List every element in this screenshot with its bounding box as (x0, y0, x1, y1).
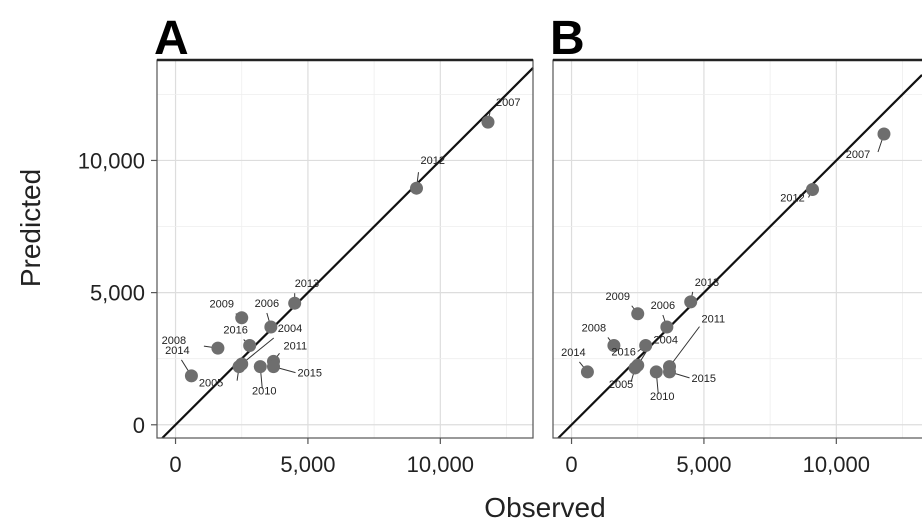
data-point-2007 (481, 115, 495, 129)
data-point-2007 (877, 127, 891, 141)
data-point-2008 (211, 341, 225, 355)
point-label-2015: 2015 (692, 373, 716, 385)
x-axis-title: Observed (484, 492, 605, 523)
point-label-2009: 2009 (605, 291, 629, 303)
panel-a-plot-area (157, 60, 533, 438)
data-point-2014 (184, 369, 198, 383)
point-label-2006: 2006 (255, 298, 279, 310)
panel-a-identity-line (161, 67, 534, 439)
point-label-2014: 2014 (561, 347, 585, 359)
y-tick-label: 0 (133, 413, 145, 438)
panel-a-points: 2004 2005 2006 2007 2008 2009 2010 2011 2012 2013… (162, 97, 521, 398)
point-label-2013: 2013 (295, 278, 319, 290)
x-tick-label: 10,000 (803, 452, 870, 477)
point-label-2016: 2016 (223, 324, 247, 336)
point-label-2004: 2004 (278, 323, 302, 335)
point-label-2008: 2008 (582, 322, 606, 334)
point-label-2015: 2015 (298, 368, 322, 380)
point-label-2011: 2011 (284, 340, 308, 352)
x-tick-label: 5,000 (280, 452, 335, 477)
panel-b-letter: B (550, 12, 585, 65)
data-point-2012 (409, 181, 423, 195)
data-point-2005 (628, 361, 642, 375)
data-point-2016 (243, 338, 257, 352)
point-label-2016: 2016 (611, 346, 635, 358)
panel-b-x-ticks: 0 5,000 10,000 (565, 438, 870, 477)
point-label-2010: 2010 (252, 386, 276, 398)
data-point-2016 (639, 338, 653, 352)
panel-a-y-ticks: 0 5,000 10,000 (78, 148, 157, 438)
panel-b-identity-line (557, 74, 922, 439)
x-tick-label: 5,000 (676, 452, 731, 477)
data-point-2006 (264, 320, 278, 334)
data-point-2010 (649, 365, 663, 379)
point-leader-2004 (241, 337, 275, 365)
panel-b-grid (553, 60, 922, 438)
point-label-2004: 2004 (653, 334, 677, 346)
point-label-2007: 2007 (496, 97, 520, 109)
data-point-2009 (631, 307, 645, 321)
point-label-2013: 2013 (695, 277, 719, 289)
point-leader-2011 (669, 326, 700, 367)
y-tick-label: 10,000 (78, 148, 145, 173)
panel-a-x-ticks: 0 5,000 10,000 (169, 438, 474, 477)
panel-b-plot-area (553, 60, 922, 438)
data-point-2005 (232, 360, 246, 374)
x-tick-label: 0 (565, 452, 577, 477)
data-point-2015 (663, 365, 677, 379)
data-point-2015 (267, 360, 281, 374)
y-tick-label: 5,000 (90, 281, 145, 306)
y-axis-title: Predicted (15, 169, 46, 287)
data-point-2006 (660, 320, 674, 334)
data-point-2012 (805, 183, 819, 197)
point-label-2010: 2010 (650, 391, 674, 403)
data-point-2009 (235, 311, 249, 325)
point-label-2011: 2011 (702, 314, 726, 326)
point-label-2009: 2009 (209, 299, 233, 311)
panel-a: A 20042005200620072008200920102011201220… (78, 12, 534, 477)
data-point-2010 (253, 360, 267, 374)
data-point-2008 (607, 338, 621, 352)
data-point-2014 (580, 365, 594, 379)
panel-b-points: 2004 2005 2006 2007 2008 2009 2010 2011 2012 2013… (561, 127, 891, 403)
data-point-2013 (684, 295, 698, 309)
panel-a-letter: A (154, 12, 189, 65)
point-label-2005: 2005 (199, 378, 223, 390)
point-label-2012: 2012 (780, 193, 804, 205)
point-label-2005: 2005 (609, 379, 633, 391)
data-point-2013 (288, 296, 302, 310)
panel-b: B 20042005200620072008200920102011201220… (550, 12, 922, 477)
point-label-2014: 2014 (165, 345, 189, 357)
point-label-2007: 2007 (846, 149, 870, 161)
point-label-2006: 2006 (651, 300, 675, 312)
x-tick-label: 10,000 (407, 452, 474, 477)
point-label-2008: 2008 (162, 335, 186, 347)
point-label-2012: 2012 (420, 155, 444, 167)
x-tick-label: 0 (169, 452, 181, 477)
panel-a-grid (157, 60, 533, 438)
